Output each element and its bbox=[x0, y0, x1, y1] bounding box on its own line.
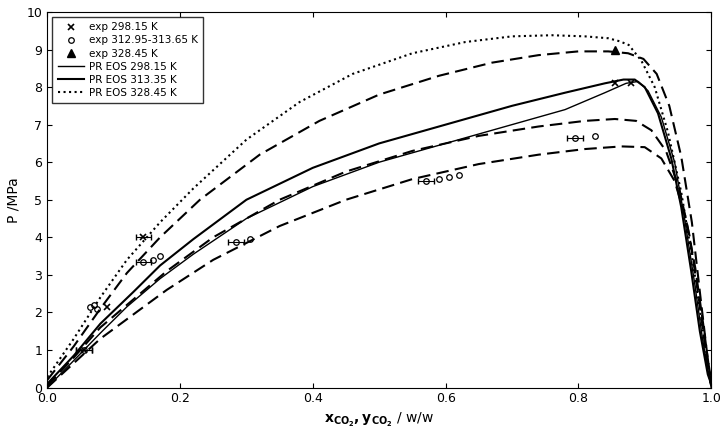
X-axis label: $\mathbf{x_{CO_2},y_{CO_2}}$ / w/w: $\mathbf{x_{CO_2},y_{CO_2}}$ / w/w bbox=[324, 411, 435, 429]
Y-axis label: P /MPa: P /MPa bbox=[7, 177, 21, 223]
Legend: exp 298.15 K, exp 312.95-313.65 K, exp 328.45 K, PR EOS 298.15 K, PR EOS 313.35 : exp 298.15 K, exp 312.95-313.65 K, exp 3… bbox=[52, 17, 203, 103]
